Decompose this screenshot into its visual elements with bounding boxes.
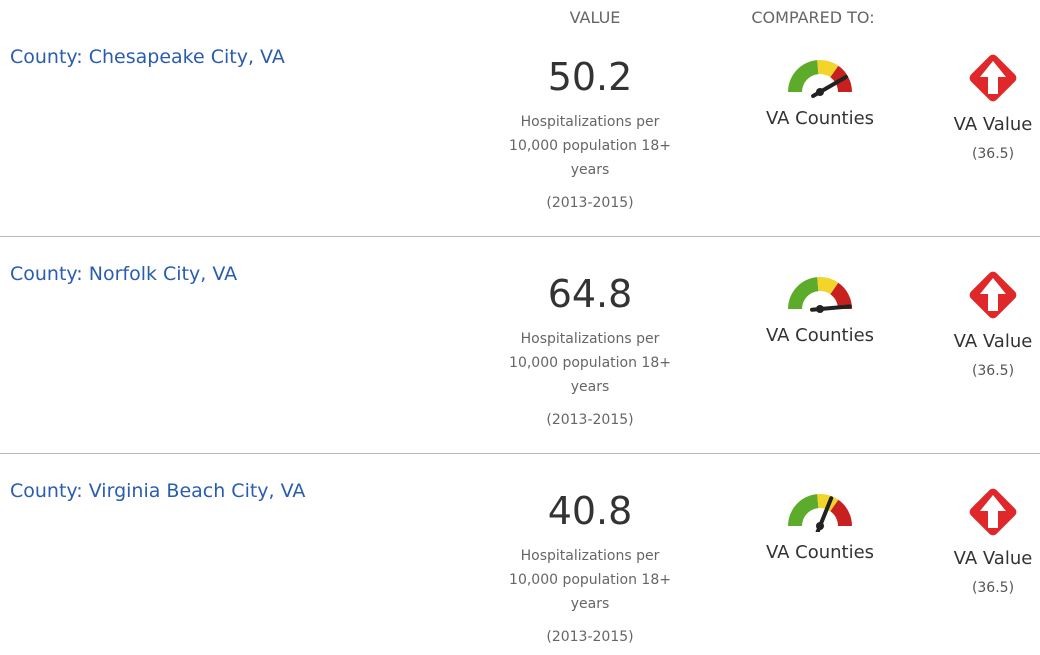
- gauge-icon: [780, 269, 860, 319]
- compare-icon: [965, 50, 1021, 110]
- compare-label: VA Value: [953, 548, 1033, 569]
- value-header: VALUE: [569, 8, 621, 27]
- period: (2013-2015): [546, 629, 634, 645]
- period: (2013-2015): [546, 412, 634, 428]
- separator: [0, 236, 1040, 237]
- county-link[interactable]: County: Norfolk City, VA: [10, 263, 238, 285]
- gauge-label: VA Counties: [765, 542, 875, 563]
- diamond: [969, 488, 1017, 536]
- diamond: [969, 271, 1017, 319]
- county-link[interactable]: County: Chesapeake City, VA: [10, 46, 285, 68]
- compare-label: VA Value: [953, 114, 1033, 135]
- value: 50.2: [547, 55, 633, 99]
- compare-value: (36.5): [971, 146, 1015, 162]
- value: 64.8: [547, 272, 633, 316]
- gauge: [788, 494, 852, 536]
- gauge-icon: [780, 52, 860, 102]
- county-link[interactable]: County: Virginia Beach City, VA: [10, 480, 306, 502]
- period: (2013-2015): [546, 195, 634, 211]
- unit: Hospitalizations per 10,000 population 1…: [509, 331, 671, 395]
- compare-value: (36.5): [971, 363, 1015, 379]
- unit: Hospitalizations per 10,000 population 1…: [509, 548, 671, 612]
- compare-icon: [965, 484, 1021, 544]
- gauge: [788, 60, 852, 98]
- gauge-label: VA Counties: [765, 108, 875, 129]
- gauge: [788, 277, 852, 313]
- diamond: [969, 54, 1017, 102]
- compare-label: VA Value: [953, 331, 1033, 352]
- compared-header: COMPARED TO:: [751, 8, 875, 27]
- unit: Hospitalizations per 10,000 population 1…: [509, 114, 671, 178]
- value: 40.8: [547, 489, 633, 533]
- compare-value: (36.5): [971, 580, 1015, 596]
- gauge-label: VA Counties: [765, 325, 875, 346]
- compare-icon: [965, 267, 1021, 327]
- separator: [0, 453, 1040, 454]
- gauge-icon: [780, 486, 860, 536]
